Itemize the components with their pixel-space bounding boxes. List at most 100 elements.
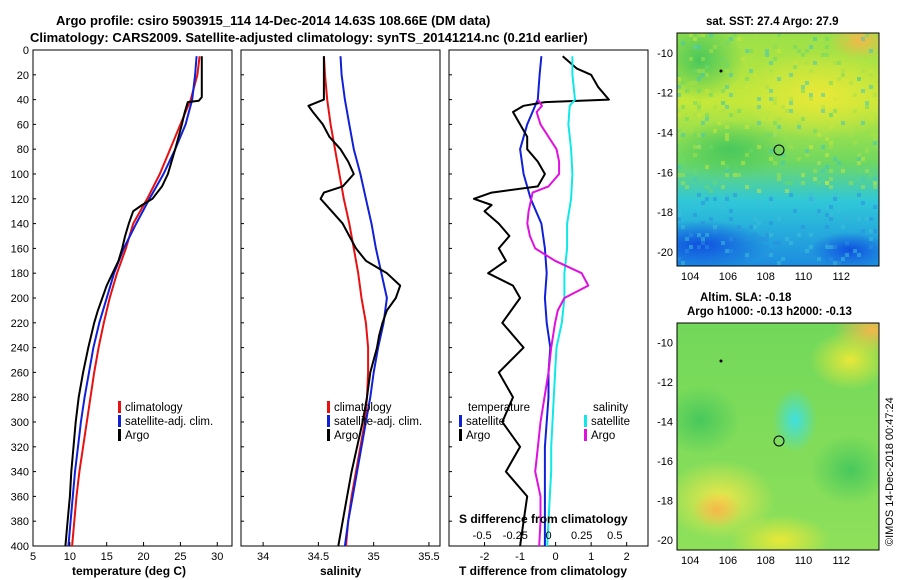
sst-pixel <box>725 65 729 69</box>
sst-pixel <box>769 133 773 137</box>
sst-map-frame <box>676 32 880 267</box>
sst-pixel <box>741 161 745 165</box>
sst-pixel <box>705 117 709 121</box>
sst-pixel <box>701 201 705 205</box>
sst-pixel <box>693 37 697 41</box>
sst-map-image <box>677 33 879 266</box>
map-x-tick-label: 108 <box>757 555 775 567</box>
series-line-t-argo <box>472 55 610 547</box>
sst-pixel <box>809 201 813 205</box>
sst-pixel <box>853 141 857 145</box>
x-tick-label: 35 <box>368 551 380 563</box>
sst-pixel <box>805 49 809 53</box>
sst-pixel <box>825 245 829 249</box>
sst-pixel <box>793 209 797 213</box>
sst-pixel <box>729 93 733 97</box>
sst-pixel <box>845 241 849 245</box>
sst-pixel <box>797 233 801 237</box>
sst-pixel <box>829 185 833 189</box>
map-x-tick-label: 108 <box>757 271 775 283</box>
sst-pixel <box>845 217 849 221</box>
temperature-legend: climatology satellite-adj. clim. Argo <box>118 401 213 442</box>
x-tick-label: 2 <box>624 551 630 563</box>
sst-pixel <box>689 33 693 37</box>
sst-pixel <box>797 121 801 125</box>
x-tick-label: 25 <box>174 551 186 563</box>
map-x-tick-label: 110 <box>795 271 813 283</box>
sst-pixel <box>761 137 765 141</box>
sst-pixel <box>681 181 685 185</box>
legend-label-argo: Argo <box>125 430 149 442</box>
y-tick-label: 400 <box>11 541 29 553</box>
sst-pixel <box>685 89 689 93</box>
sst-pixel <box>697 69 701 73</box>
sst-pixel <box>733 77 737 81</box>
y-tick-label: 180 <box>11 268 29 280</box>
sst-pixel <box>833 61 837 65</box>
sst-pixel <box>681 105 685 109</box>
sst-pixel <box>865 169 869 173</box>
sst-pixel <box>721 89 725 93</box>
sst-pixel <box>785 237 789 241</box>
sst-pixel <box>781 257 785 261</box>
sst-pixel <box>693 153 697 157</box>
sst-pixel <box>729 217 733 221</box>
sst-pixel <box>737 37 741 41</box>
sst-pixel <box>697 89 701 93</box>
y-tick-label: 80 <box>17 144 29 156</box>
sst-pixel <box>709 217 713 221</box>
sst-pixel <box>789 181 793 185</box>
sst-pixel <box>713 181 717 185</box>
sst-pixel <box>721 161 725 165</box>
sst-pixel <box>825 181 829 185</box>
sst-pixel <box>869 173 873 177</box>
sst-pixel <box>829 245 833 249</box>
t-difference-axis-label: T difference from climatology <box>459 564 627 578</box>
sst-pixel <box>701 241 705 245</box>
sst-pixel <box>805 81 809 85</box>
sst-pixel <box>829 125 833 129</box>
sst-pixel <box>873 133 877 137</box>
sst-pixel <box>817 181 821 185</box>
x-tick-label: 15 <box>101 551 113 563</box>
sst-map-title: sat. SST: 27.4 Argo: 27.9 <box>706 16 839 28</box>
s-tick-label: -0.25 <box>503 530 528 542</box>
sst-pixel <box>773 101 777 105</box>
sst-pixel <box>697 233 701 237</box>
series-line-s-argo <box>526 99 590 547</box>
sst-pixel <box>685 117 689 121</box>
series-line-argo <box>307 56 402 547</box>
sst-pixel <box>745 77 749 81</box>
sst-pixel <box>861 37 865 41</box>
sst-pixel <box>837 61 841 65</box>
sst-pixel <box>693 113 697 117</box>
sst-pixel <box>825 165 829 169</box>
sst-pixel <box>677 93 681 97</box>
sst-pixel <box>717 121 721 125</box>
sst-pixel <box>873 33 877 37</box>
sst-pixel <box>769 249 773 253</box>
sst-pixel <box>701 237 705 241</box>
sst-pixel <box>809 245 813 249</box>
map-x-tick-label: 106 <box>719 271 737 283</box>
map-y-tick-label: -20 <box>657 535 673 547</box>
sst-pixel <box>777 261 781 265</box>
sst-pixel <box>705 185 709 189</box>
legend-swatch-argo <box>327 429 330 441</box>
sst-pixel <box>697 101 701 105</box>
sst-pixel <box>833 245 837 249</box>
sst-pixel <box>713 225 717 229</box>
sst-pixel <box>873 185 877 189</box>
legend-label-climatology: climatology <box>125 402 183 414</box>
salinity-axis-label: salinity <box>320 564 362 578</box>
sst-pixel <box>745 257 749 261</box>
sst-pixel <box>869 229 873 233</box>
sst-pixel <box>765 245 769 249</box>
sst-pixel <box>685 249 689 253</box>
sst-pixel <box>721 185 725 189</box>
sst-pixel <box>701 105 705 109</box>
map-y-tick-label: -18 <box>657 496 673 508</box>
sst-pixel <box>745 49 749 53</box>
sst-pixel <box>825 73 829 77</box>
sst-pixel <box>677 217 681 221</box>
